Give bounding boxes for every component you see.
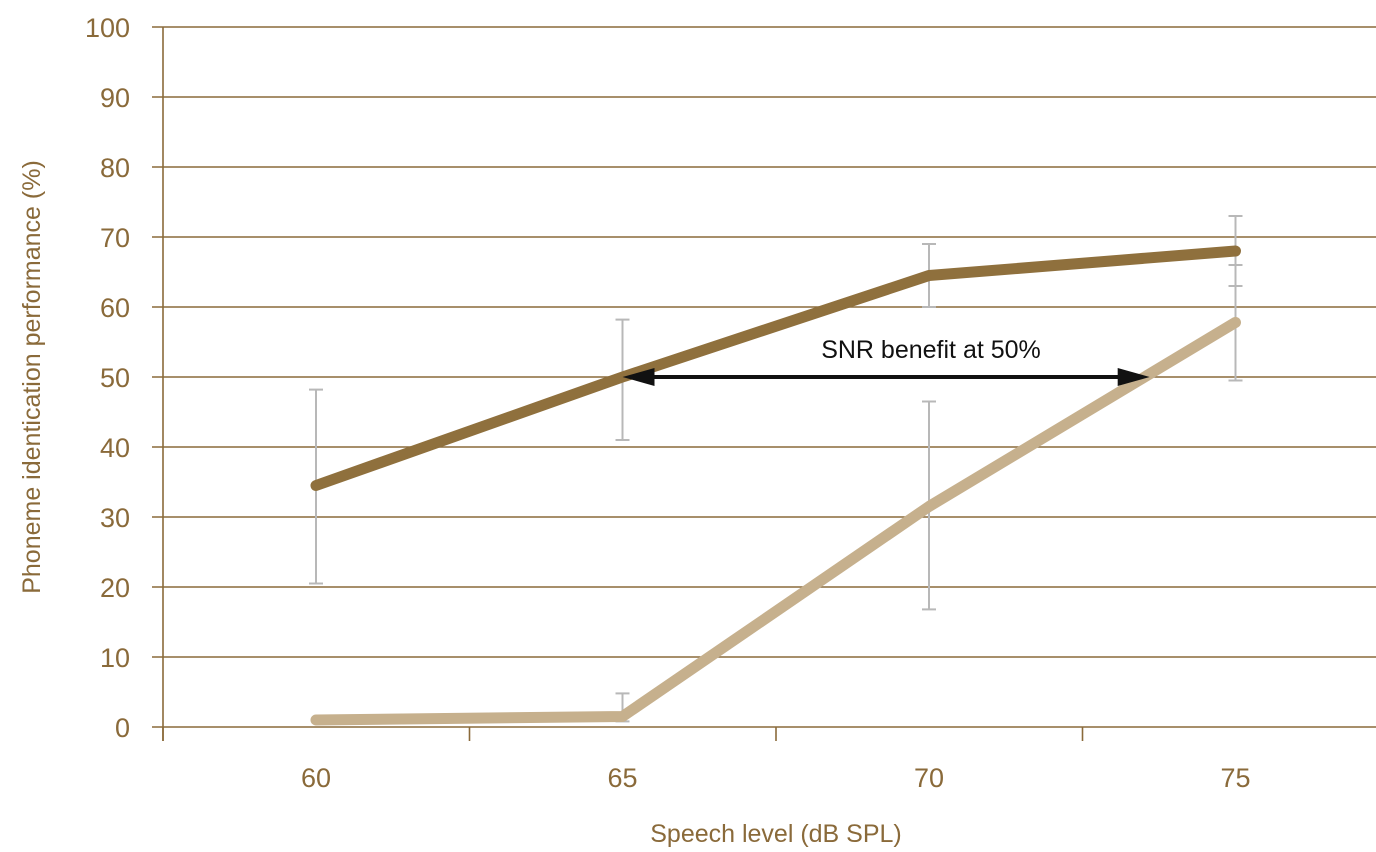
series-line-1: [310, 316, 1241, 726]
axes: [162, 27, 1084, 741]
snr-annotation: SNR benefit at 50%: [622, 336, 1150, 386]
y-tick-label-20: 20: [100, 573, 130, 603]
y-tick-label-60: 60: [100, 293, 130, 323]
y-tick-label-100: 100: [85, 13, 130, 43]
x-tick-label-60: 60: [301, 763, 331, 793]
y-tick-label-80: 80: [100, 153, 130, 183]
series-lines: [310, 245, 1241, 726]
annotation-label: SNR benefit at 50%: [821, 336, 1041, 364]
x-tick-label-70: 70: [914, 763, 944, 793]
y-tick-label-0: 0: [115, 713, 130, 743]
y-tick-label-10: 10: [100, 643, 130, 673]
x-tick-label-65: 65: [607, 763, 637, 793]
series-line-0: [310, 245, 1241, 491]
y-axis-ticks: 0 10 20 30 40 50 60 70 80 90 100: [85, 13, 130, 743]
error-bars: [309, 215, 1243, 723]
annotation-arrowhead-right: [1117, 368, 1150, 386]
annotation-arrowhead-left: [622, 368, 655, 386]
x-tick-label-75: 75: [1220, 763, 1250, 793]
y-tick-label-40: 40: [100, 433, 130, 463]
y-tick-label-50: 50: [100, 363, 130, 393]
y-tick-label-70: 70: [100, 223, 130, 253]
x-axis-ticks: 60 65 70 75: [301, 763, 1251, 793]
y-tick-label-90: 90: [100, 83, 130, 113]
y-tick-label-30: 30: [100, 503, 130, 533]
x-axis-title: Speech level (dB SPL): [650, 820, 902, 848]
y-axis-title: Phoneme identication performance (%): [18, 160, 46, 594]
